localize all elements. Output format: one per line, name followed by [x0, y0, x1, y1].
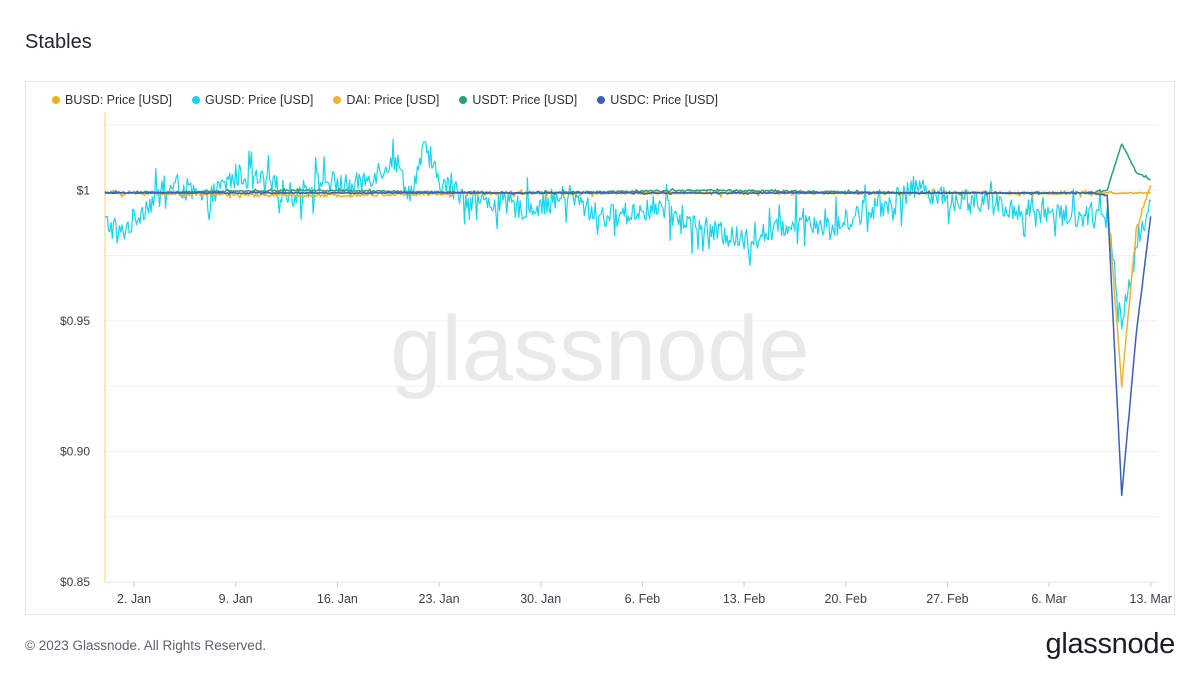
- watermark: glassnode: [390, 298, 809, 400]
- y-tick-label: $0.90: [60, 444, 90, 458]
- legend-dot-icon: [597, 96, 606, 104]
- legend-label: USDT: Price [USD]: [472, 93, 578, 107]
- x-tick-label: 16. Jan: [317, 592, 358, 606]
- footer-copyright: © 2023 Glassnode. All Rights Reserved.: [25, 638, 267, 653]
- y-axis-ticks: $1 $0.95 $0.90 $0.85: [60, 183, 90, 589]
- legend-label: GUSD: Price [USD]: [204, 93, 314, 107]
- legend-dot-icon: [52, 96, 60, 104]
- x-tick-label: 13. Feb: [723, 592, 765, 606]
- series-line-usdc: [104, 190, 1152, 497]
- x-tick-label: 23. Jan: [419, 592, 460, 606]
- legend-item-usdc[interactable]: USDC: Price [USD]: [597, 93, 718, 107]
- legend-dot-icon: [191, 96, 200, 104]
- page-title: Stables: [25, 31, 92, 53]
- legend-label: USDC: Price [USD]: [610, 93, 718, 107]
- legend-item-dai[interactable]: DAI: Price [USD]: [333, 93, 439, 107]
- x-tick-label: 20. Feb: [825, 592, 867, 606]
- chart-panel: [25, 81, 1175, 615]
- y-tick-label: $1: [77, 183, 91, 197]
- chart-legend: BUSD: Price [USD] GUSD: Price [USD] DAI: P…: [52, 92, 718, 108]
- x-tick-label: 27. Feb: [926, 592, 968, 606]
- legend-dot-icon: [459, 96, 468, 104]
- y-tick-label: $0.95: [60, 314, 90, 328]
- x-tick-label: 13. Mar: [1130, 592, 1172, 606]
- series-line-usdt: [104, 143, 1151, 196]
- y-tick-label: $0.85: [60, 575, 90, 589]
- glassnode-logo[interactable]: glassnode: [1045, 628, 1175, 660]
- legend-label: DAI: Price [USD]: [346, 93, 440, 107]
- x-tick-label: 9. Jan: [219, 592, 253, 606]
- x-tick-label: 6. Feb: [625, 592, 660, 606]
- legend-item-gusd[interactable]: GUSD: Price [USD]: [191, 93, 314, 107]
- legend-item-busd[interactable]: BUSD: Price [USD]: [52, 93, 172, 107]
- x-tick-label: 6. Mar: [1031, 592, 1066, 606]
- legend-dot-icon: [333, 96, 342, 104]
- series-line-gusd: [104, 138, 1151, 330]
- x-axis-ticks: 2. Jan 9. Jan 16. Jan 23. Jan 30. Jan 6. Feb 1…: [117, 582, 1172, 606]
- x-tick-label: 2. Jan: [117, 592, 151, 606]
- series-lines: [104, 138, 1152, 497]
- x-tick-label: 30. Jan: [520, 592, 561, 606]
- legend-item-usdt[interactable]: USDT: Price [USD]: [459, 93, 577, 107]
- legend-label: BUSD: Price [USD]: [65, 93, 172, 107]
